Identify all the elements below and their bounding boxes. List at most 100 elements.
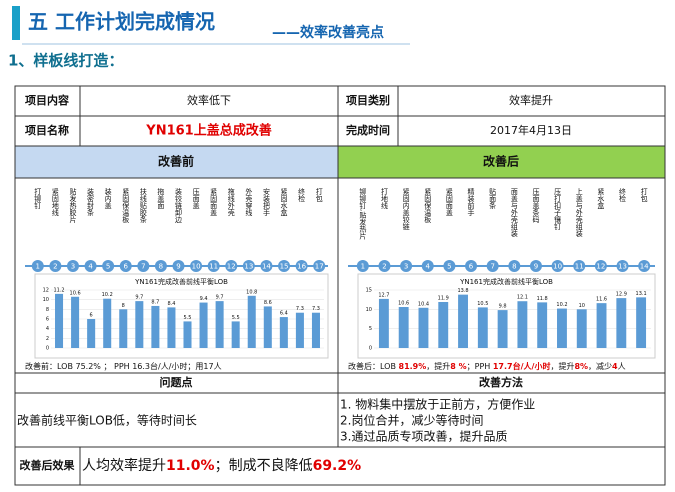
step-label: 打铆钉	[34, 187, 42, 210]
step-marker	[295, 260, 308, 272]
y-tick-label: 0	[369, 346, 372, 352]
cell	[397, 85, 666, 117]
y-tick-label: 0	[46, 346, 49, 352]
bar	[119, 309, 128, 348]
bar	[458, 294, 468, 348]
title-bar	[12, 6, 20, 40]
step-marker	[137, 260, 150, 272]
step-marker	[225, 260, 238, 272]
step-label: 装密封条	[87, 187, 95, 216]
cell	[79, 115, 339, 147]
problem-header: 问题点	[160, 375, 193, 389]
step-label: 紧水盒	[597, 187, 605, 209]
value-label: 6	[90, 313, 93, 319]
step-label: 压面盖	[192, 188, 200, 209]
chart-title: YN161完成改善前线平衡LOB	[134, 277, 228, 286]
value-label: 5.5	[184, 315, 192, 321]
method: 3.通过品质专项改善，提升品质	[340, 429, 507, 444]
value-label: 10.6	[398, 301, 409, 307]
bar	[295, 312, 304, 348]
value-label: 9.8	[499, 304, 507, 310]
step-label: 压面盖条码	[532, 188, 540, 224]
step-marker	[443, 260, 456, 272]
step-marker	[594, 260, 607, 272]
step-marker	[551, 260, 564, 272]
y-tick-label: 10	[366, 307, 372, 313]
value-label: 13.8	[457, 288, 468, 294]
step-number: 10	[553, 263, 562, 271]
label: 完成时间	[346, 123, 390, 137]
step-number: 7	[490, 263, 494, 271]
step-number: 10	[192, 263, 201, 271]
method: 2.岗位合并，减少等待时间	[340, 413, 483, 428]
step-number: 2	[382, 263, 386, 271]
step-label: 压打扣子镶钉	[554, 188, 562, 231]
chart-summary: 改善后：LOB 81.9%，提升8 %；PPH 17.7台/人/小时，提升8%，…	[348, 361, 626, 371]
bar	[199, 302, 208, 348]
before-label: 改善前	[158, 154, 194, 169]
step-number: 14	[640, 263, 649, 271]
bar	[636, 297, 647, 348]
step-label: 面盖与外壳组装	[510, 188, 518, 238]
value-label: 12.7	[378, 292, 389, 298]
step-label: 打包	[315, 187, 323, 202]
chart-frame	[34, 273, 329, 359]
step-number: 3	[71, 263, 75, 271]
after-header	[337, 145, 666, 179]
value-label: 8.6	[264, 300, 272, 306]
bar	[497, 310, 508, 348]
cell	[14, 392, 339, 448]
text-segment: ；制成不良降低	[215, 458, 313, 474]
step-number: 5	[106, 263, 110, 271]
step-label: 精装前手	[467, 187, 475, 217]
cell	[337, 392, 666, 448]
step-label: 安装把手	[262, 187, 270, 217]
bar	[557, 308, 567, 348]
step-number: 8	[512, 263, 516, 271]
step-label: 紧固水盒	[280, 187, 288, 216]
value-label: 11.8	[537, 296, 548, 302]
step-marker	[465, 260, 478, 272]
step-marker	[573, 260, 586, 272]
step-marker	[378, 260, 391, 272]
value-label: 8	[122, 303, 125, 309]
step-label: 打地线	[380, 187, 388, 209]
step-number: 9	[534, 263, 538, 271]
step-label: 紧固内盖铰链	[402, 187, 410, 231]
y-tick-label: 6	[46, 317, 49, 323]
step-number: 3	[404, 263, 408, 271]
text-segment: ，减少	[588, 361, 612, 371]
step-number: 5	[447, 263, 451, 271]
step-number: 4	[426, 263, 431, 271]
step-number: 9	[176, 263, 180, 271]
step-label: 打包	[640, 187, 648, 202]
step-label: 终检	[619, 187, 627, 203]
result: 人均效率提升11.0%；制成不良降低69.2%	[82, 457, 361, 474]
text-segment: ；PPH	[467, 362, 493, 371]
step-marker	[400, 260, 413, 272]
value-label: 8.7	[151, 299, 159, 305]
value-label: 10.8	[246, 289, 257, 295]
bar	[183, 321, 192, 348]
step-label: 装内盖	[104, 187, 112, 209]
value-label: 10.5	[477, 301, 488, 307]
y-tick-label: 8	[46, 307, 49, 313]
value-label: 10.2	[556, 302, 567, 308]
step-label: 贴面条	[489, 187, 497, 209]
cell	[14, 446, 81, 486]
step-label: 铆铆钉,贴发热片	[359, 187, 367, 240]
value-label: 10	[579, 303, 585, 309]
bar	[438, 301, 449, 348]
step-label: 拖盖面	[157, 187, 165, 210]
value-label: 13.1	[636, 291, 647, 297]
text-segment: 81.9%	[399, 362, 427, 371]
value-label: 5.5	[232, 315, 240, 321]
step-marker	[31, 260, 44, 272]
title: 五 工作计划完成情况	[28, 10, 215, 34]
step-marker	[154, 260, 167, 272]
problem: 改善前线平衡LOB低，等待时间长	[17, 413, 197, 428]
step-marker	[616, 260, 629, 272]
step-label: 扶线贴胶条	[139, 187, 147, 223]
step-number: 17	[315, 263, 324, 271]
text-segment: ，提升	[550, 361, 574, 371]
